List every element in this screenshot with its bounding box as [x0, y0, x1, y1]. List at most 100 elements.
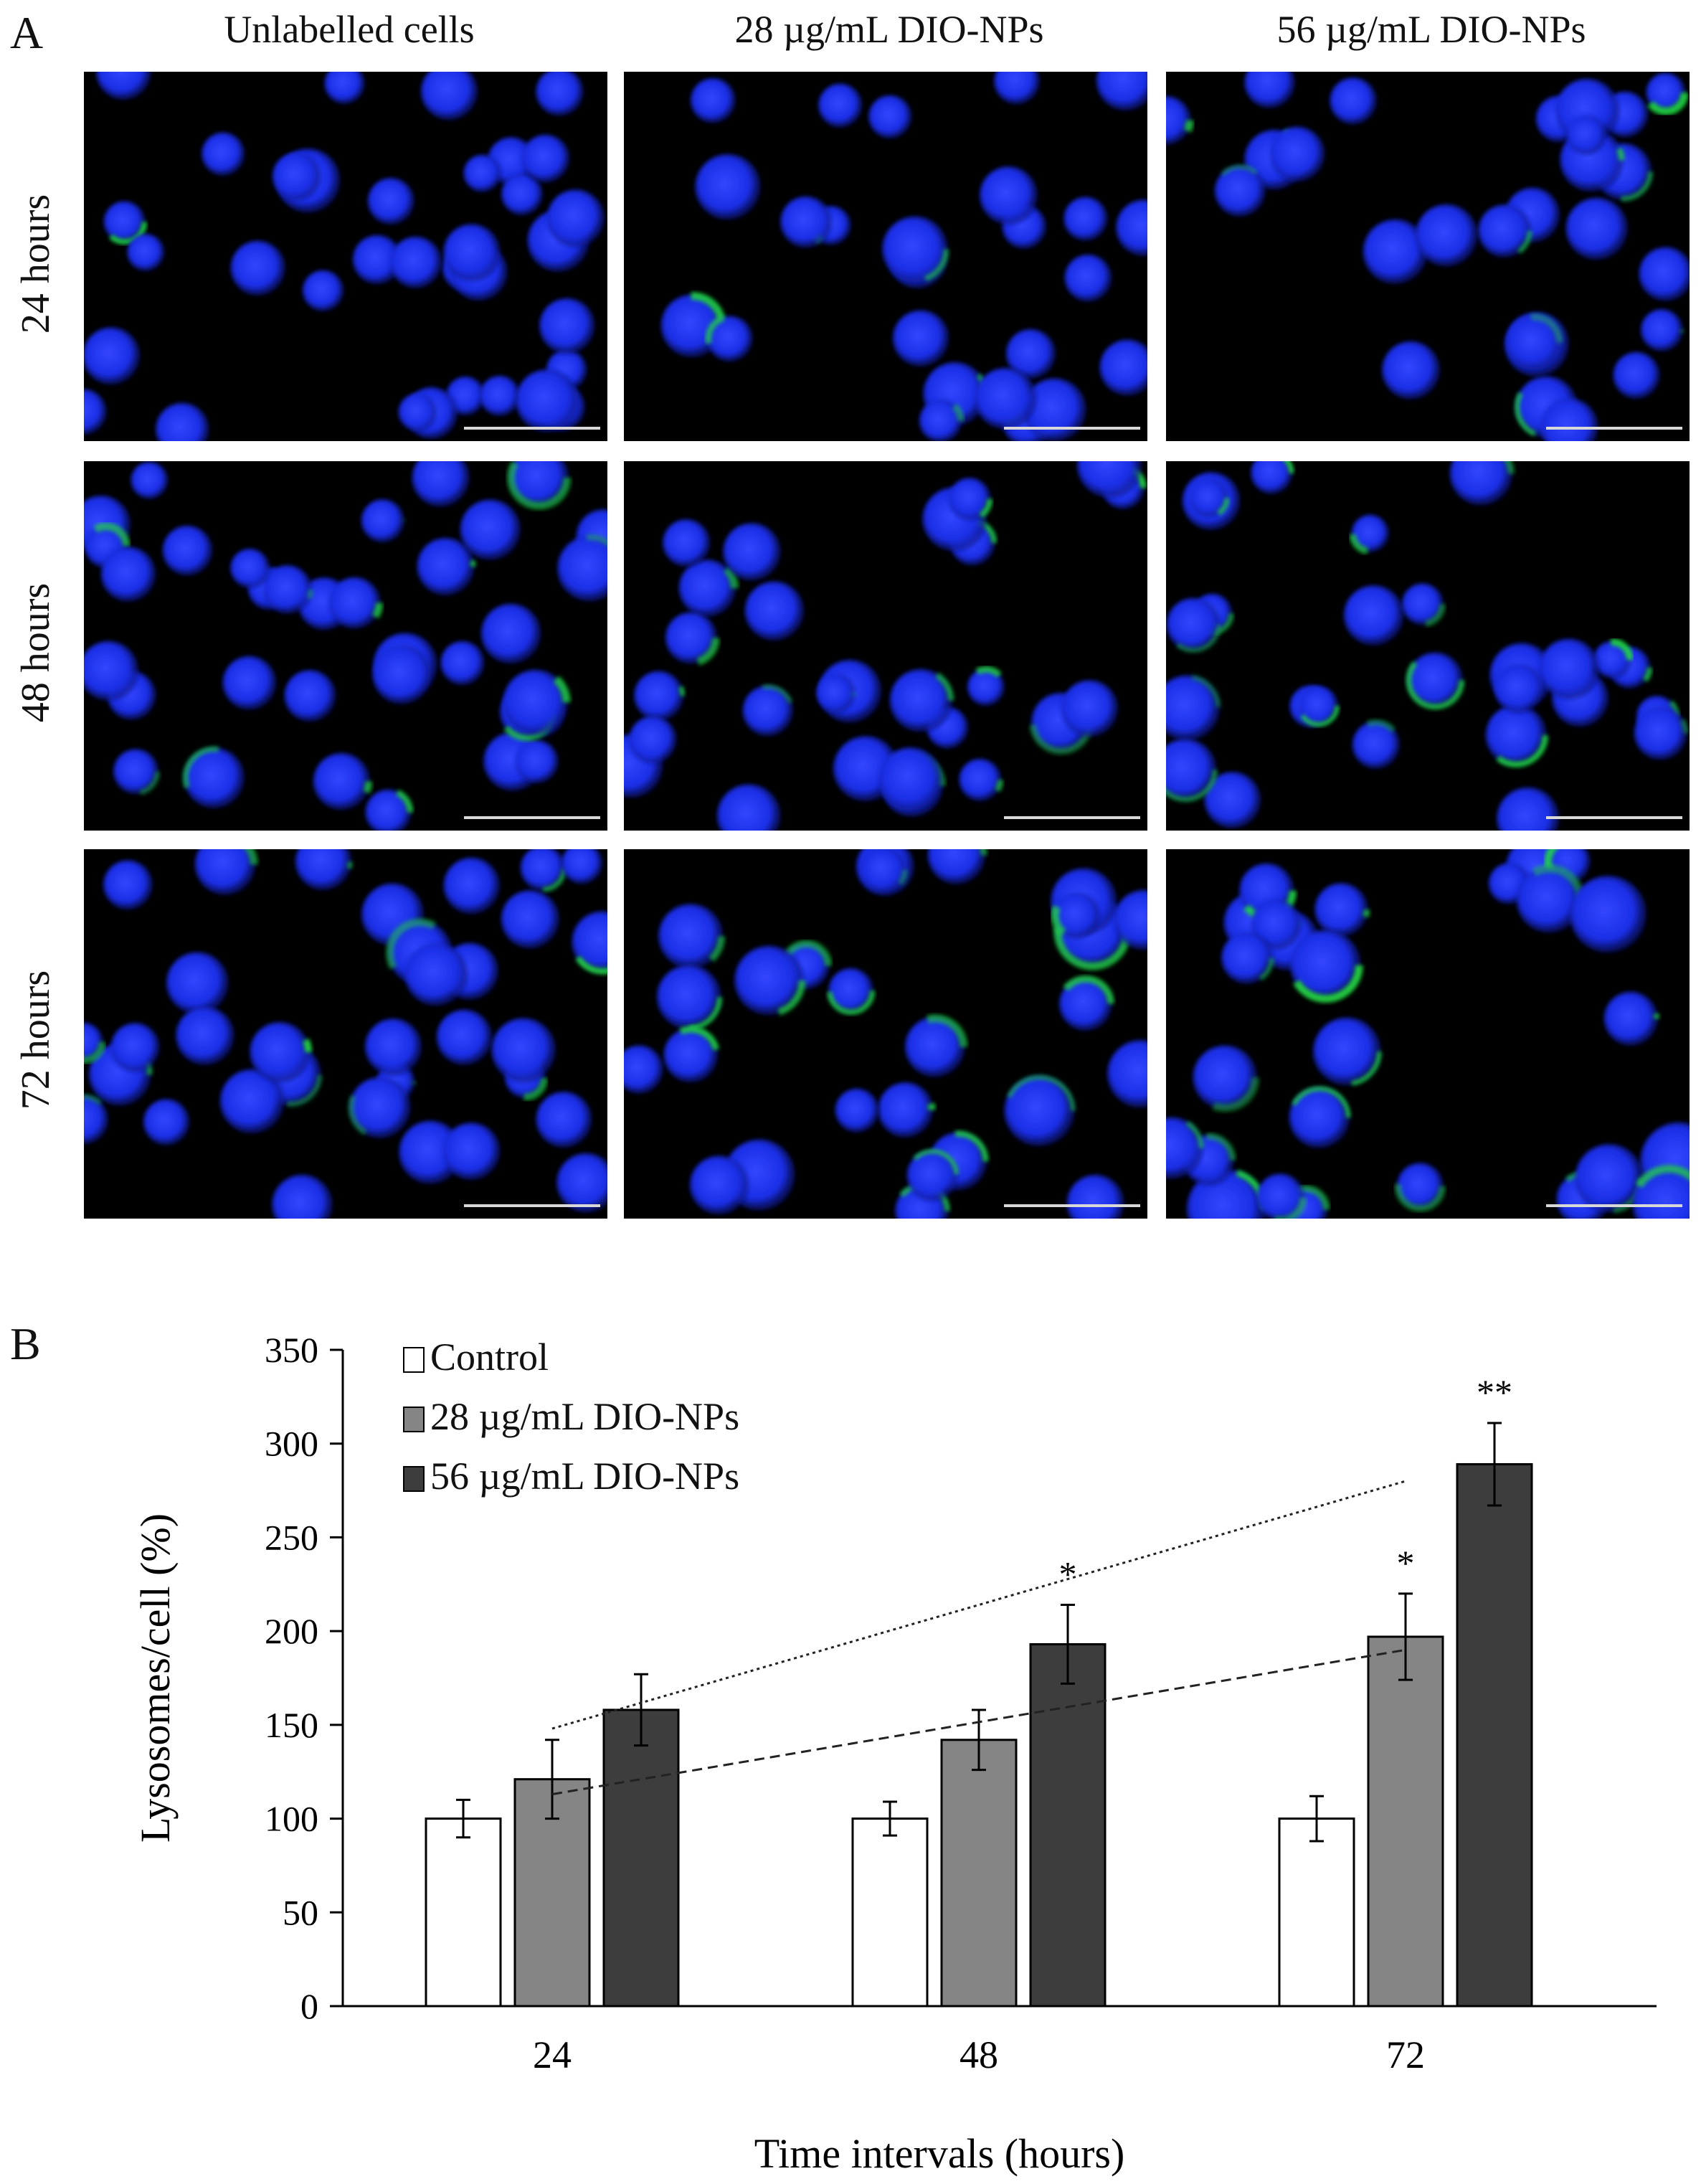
cell [1639, 247, 1690, 301]
column-title-28: 28 µg/mL DIO-NPs [734, 8, 1044, 51]
y-tick-label: 150 [265, 1705, 318, 1745]
cell [1106, 1039, 1147, 1110]
cell [1394, 1160, 1446, 1212]
cell [691, 77, 736, 123]
cell [741, 684, 795, 737]
cell [1591, 638, 1634, 681]
bar [1367, 1635, 1444, 2008]
cell [480, 603, 541, 664]
cell [878, 747, 943, 811]
cell [1602, 990, 1660, 1047]
cell [1288, 927, 1363, 1003]
cell [442, 1122, 501, 1181]
cell [561, 849, 603, 884]
cell [1063, 197, 1108, 241]
cell [399, 1120, 463, 1184]
cell [1312, 881, 1370, 939]
trendline [551, 1648, 1406, 1796]
cell [947, 476, 993, 522]
cell [1566, 115, 1606, 155]
row-title-48h: 48 hours [14, 582, 58, 723]
cell [84, 389, 107, 435]
bar [940, 1739, 1018, 2008]
cell [1116, 199, 1147, 257]
cell [302, 270, 344, 312]
cell [230, 240, 286, 296]
cell [84, 327, 141, 385]
legend-label-control: Control [430, 1336, 549, 1379]
cell [272, 152, 321, 201]
y-tick-label: 250 [265, 1517, 318, 1557]
cell [352, 235, 402, 285]
cell [1096, 72, 1147, 111]
cell [1613, 351, 1660, 400]
cell [1504, 313, 1563, 372]
cell [500, 667, 571, 738]
cell [501, 174, 544, 216]
cell [460, 499, 521, 560]
legend-swatch-56 [403, 1466, 425, 1492]
cell [436, 1009, 493, 1066]
cell [324, 72, 365, 105]
cell [1064, 254, 1112, 302]
cell [1415, 204, 1478, 267]
micrograph-r1-c2 [624, 72, 1147, 441]
cell [663, 609, 720, 667]
cell [1639, 308, 1685, 353]
cell [975, 367, 1037, 430]
cell [1349, 511, 1392, 555]
cell [102, 199, 148, 245]
cell [979, 166, 1038, 225]
cell [818, 83, 863, 128]
legend-swatch-control [403, 1347, 425, 1373]
cell [443, 224, 501, 281]
cell [1406, 651, 1465, 710]
cell [1220, 931, 1274, 985]
cell [326, 575, 384, 632]
cell [506, 461, 572, 510]
cell [166, 952, 229, 1015]
cell [546, 189, 605, 247]
x-tick-label: 48 [960, 2033, 998, 2076]
cell [1005, 328, 1056, 379]
cell [363, 787, 414, 831]
cell [858, 849, 909, 895]
cell [219, 1069, 285, 1134]
cell [835, 1088, 879, 1133]
significance-marker: * [1397, 1543, 1415, 1583]
cell [892, 310, 949, 367]
x-axis-label: Time intervals (hours) [754, 2130, 1125, 2177]
cell [826, 966, 876, 1016]
cell [96, 72, 151, 100]
cell [143, 1099, 190, 1145]
cell [780, 196, 833, 248]
y-tick-label: 300 [265, 1424, 318, 1464]
cell [372, 645, 432, 704]
y-tick-label: 50 [283, 1892, 318, 1932]
bar [851, 1817, 929, 2008]
cell [1312, 1016, 1382, 1087]
micrograph-r1-c3 [1166, 72, 1690, 441]
cell [412, 461, 470, 507]
cell [539, 298, 595, 354]
cell [1565, 197, 1629, 260]
cell [1484, 703, 1548, 767]
cell [1023, 378, 1086, 441]
cell [1003, 1074, 1076, 1147]
micrograph-r3-c2 [624, 849, 1147, 1219]
cell [1540, 398, 1598, 441]
cell [676, 557, 739, 620]
cell [1190, 1042, 1260, 1112]
cell [925, 849, 987, 887]
cell [222, 656, 277, 710]
cell [359, 496, 407, 545]
cell [624, 1045, 664, 1094]
cell [294, 849, 353, 892]
bar [1456, 1462, 1533, 2008]
bar [602, 1708, 680, 2008]
lysosome-bar-chart: 0 50 100 150 200 250 300 350 24 48 72 Time interval… [132, 1330, 1657, 2177]
cell [156, 402, 209, 441]
cell [84, 1094, 110, 1146]
y-axis-label: Lysosomes/cell (%) [132, 1513, 179, 1843]
micrograph-r2-c1 [84, 461, 607, 831]
